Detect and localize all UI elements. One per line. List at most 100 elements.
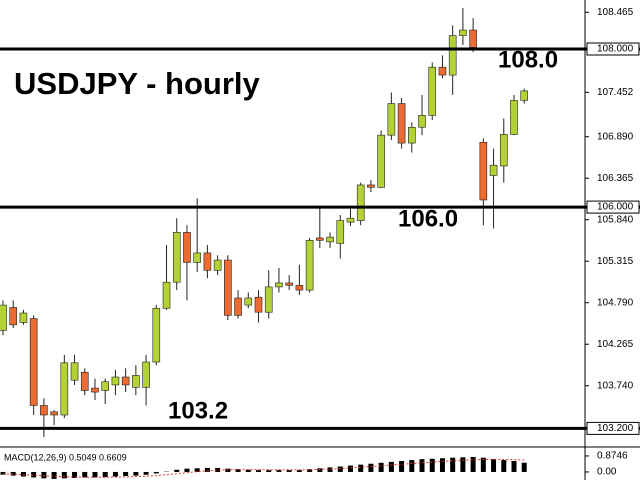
macd-bar [419,459,425,472]
macd-bar [368,463,374,472]
macd-bar [470,456,476,472]
macd-bar [358,464,364,472]
chart-title: USDJPY - hourly [14,66,261,101]
candle-body [213,259,222,271]
candle-body [438,66,447,76]
macd-bar [286,470,292,472]
macd-bar [51,471,57,479]
macd-bar [82,471,88,478]
candle-body [428,66,437,116]
candle-body [40,405,48,416]
macd-bar [10,471,16,476]
macd-bar [317,468,323,472]
candle-body [499,134,508,167]
y-tick-label: 106.365 [597,173,634,184]
y-tick-label: 107.452 [597,87,634,98]
candle-body [264,286,273,313]
macd-bar [409,460,415,472]
y-tick-label: 105.315 [597,256,634,267]
macd-bar [215,467,221,472]
y-tick-label: 105.840 [597,214,634,225]
candle-body [469,29,477,48]
macd-bar [480,457,486,472]
macd-bar [347,465,353,472]
macd-bar [266,470,272,472]
candle-body [387,103,396,136]
candle-body [111,376,120,386]
macd-bar [204,467,210,472]
candle-body [234,297,242,316]
candle-body [19,312,28,323]
macd-bar [61,471,67,479]
candle-body [121,376,130,386]
macd-bar [491,459,497,472]
signal-line [2,458,525,478]
candle-body [275,282,283,288]
candle-body [70,362,79,381]
level-annotation: 106.0 [398,205,458,232]
macd-bar [153,471,159,474]
candle-body [50,411,58,416]
candle-body [326,236,334,243]
level-annotation: 103.2 [168,397,228,424]
macd-bar [112,471,118,477]
level-label: 108.000 [597,44,634,55]
candle-body [132,375,140,388]
candle-body [60,362,69,416]
macd-bar [256,470,261,472]
macd-bar [72,471,78,478]
macd-bar [327,467,333,472]
candle-body [162,281,171,309]
level-label-box [586,421,640,435]
candle-body [510,100,518,135]
macd-bar [245,469,251,472]
candle-body [489,164,498,176]
macd-bar [501,460,507,472]
candle-body [152,307,161,363]
candle-body [224,259,232,316]
candle-body [367,184,375,188]
candle-body [448,35,457,76]
candle-body [285,282,293,286]
macd-bar [194,468,200,472]
candle-body [377,134,385,188]
candle-body [80,371,89,391]
macd-bar [378,462,384,472]
y-tick-label: 103.740 [597,380,634,391]
candle-body [9,307,18,326]
macd-bar [235,469,241,472]
level-label-box [586,200,640,214]
candle-body [397,103,406,144]
y-tick-label: 104.790 [597,297,634,308]
macd-bar [307,469,313,472]
candle-body [172,232,181,283]
candle-body [346,217,355,223]
macd-bar [41,471,47,479]
candle-body [418,115,426,128]
macd-bar [337,466,343,472]
macd-bar [0,471,6,475]
candle-body [316,237,324,241]
macd-bar [123,471,129,476]
y-tick-label: 108.465 [597,7,634,18]
macd-bar [439,458,445,472]
macd-title: MACD(12,26,9) 0.5049 0.6609 [4,452,127,462]
y-tick-label: 104.265 [597,339,634,350]
macd-bar [388,461,394,472]
candle-body [520,90,529,101]
level-label: 103.200 [597,423,634,434]
y-tick-label: 0.8746 [597,451,628,462]
macd-bar [102,471,108,478]
candle-body [29,318,38,406]
candle-body [91,387,99,393]
macd-bar [399,460,405,472]
macd-bar [184,468,190,472]
macd-bar [460,457,466,472]
macd-bar [296,470,302,472]
macd-bar [521,462,527,472]
level-label-box [586,42,640,56]
y-tick-label: 0.00 [597,467,617,478]
macd-bar [143,471,149,475]
